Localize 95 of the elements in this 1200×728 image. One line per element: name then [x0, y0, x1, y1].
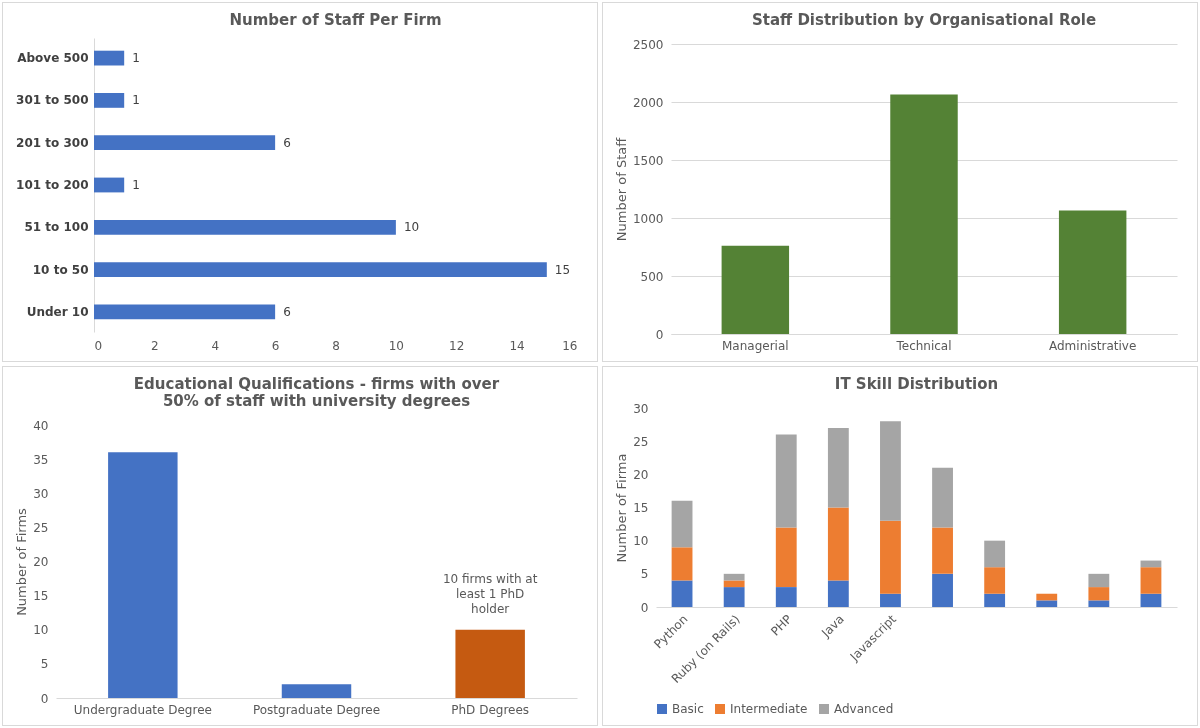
bar [1058, 210, 1127, 334]
bar [880, 421, 901, 521]
bar [984, 593, 1006, 607]
bar [775, 434, 797, 528]
y-tick-label: 0 [40, 691, 49, 706]
bar [932, 527, 953, 574]
data-label: 6 [283, 135, 291, 150]
x-tick-label: 16 [562, 338, 578, 353]
bar [1088, 573, 1110, 588]
bar [723, 573, 745, 581]
y-tick-label: 25 [633, 434, 649, 449]
bar [455, 629, 525, 698]
x-tick-label: 2 [151, 338, 159, 353]
x-tick-label: 8 [332, 338, 340, 353]
y-tick-label: 5 [640, 567, 649, 582]
x-tick-label: 14 [509, 338, 525, 353]
bar [671, 580, 693, 607]
data-label: 1 [132, 178, 140, 192]
bar [671, 547, 693, 581]
x-tick-label: 4 [211, 338, 220, 353]
y-tick-label: 15 [633, 501, 649, 515]
y-tick-label: Under 10 [26, 304, 89, 319]
bar [1036, 600, 1058, 607]
legend-label: Basic [672, 702, 704, 716]
data-label: 1 [132, 51, 140, 66]
y-tick-label: 2000 [632, 95, 664, 110]
y-tick-label: 1000 [632, 211, 664, 226]
data-label: 6 [283, 304, 291, 319]
bar [775, 527, 797, 588]
chart-title: Educational Qualifications - firms with over 50% of staff with university degrees [133, 375, 500, 410]
y-tick-label: 5 [40, 657, 49, 672]
bar [984, 567, 1006, 594]
bar [775, 587, 797, 607]
x-tick-label: Technical [895, 338, 952, 353]
x-tick-label: 10 [388, 338, 405, 353]
bar [1140, 567, 1162, 594]
x-tick-label: 12 [449, 338, 465, 353]
bar [1088, 587, 1110, 601]
x-tick-label: PhD Degrees [451, 702, 530, 717]
y-tick-label: 500 [640, 269, 664, 284]
x-tick-label: Administrative [1048, 338, 1137, 353]
bar [1088, 600, 1110, 607]
bar [1036, 593, 1058, 601]
data-label: 10 [403, 220, 420, 235]
bar [880, 520, 901, 594]
y-tick-label: 301 to 500 [16, 93, 89, 108]
chart-title: Number of Staff Per Firm [229, 11, 442, 29]
bar [108, 452, 178, 698]
bar [984, 540, 1006, 568]
y-tick-label: 15 [33, 589, 49, 604]
y-tick-label: 2500 [632, 37, 664, 52]
bar [1140, 593, 1162, 607]
y-tick-label: 30 [633, 401, 649, 416]
bar [827, 507, 849, 581]
y-tick-label: 10 to 50 [32, 262, 89, 277]
x-tick-label: Undergraduate Degree [73, 702, 212, 717]
bar [723, 587, 745, 607]
bar [723, 580, 745, 588]
bar [721, 245, 790, 334]
bar [880, 593, 901, 607]
y-tick-label: 10 [633, 534, 649, 549]
y-tick-label: 101 to 200 [16, 178, 89, 192]
y-axis-title: Number of Staff [613, 136, 629, 242]
y-tick-label: 20 [33, 555, 49, 569]
y-tick-label: 1500 [632, 153, 664, 168]
data-label: 15 [554, 262, 571, 277]
y-tick-label: 0 [655, 327, 664, 342]
bar [281, 684, 352, 698]
y-tick-label: 20 [633, 467, 649, 482]
y-tick-label: 51 to 100 [24, 220, 89, 235]
y-tick-label: 35 [33, 452, 49, 467]
chart-title: IT Skill Distribution [834, 375, 999, 393]
x-tick-label: 6 [271, 338, 280, 353]
legend-label: Advanced [834, 702, 894, 716]
y-tick-label: Above 500 [17, 51, 89, 66]
x-tick-label: Managerial [722, 338, 789, 353]
y-axis-title: Number of Firms [14, 507, 30, 616]
bar [671, 500, 693, 548]
chart-title: Staff Distribution by Organisational Role [751, 11, 1097, 29]
y-tick-label: 0 [640, 600, 649, 615]
y-tick-label: 30 [33, 486, 49, 501]
bar [932, 573, 953, 607]
y-tick-label: 25 [33, 520, 49, 535]
data-label: 1 [132, 93, 140, 108]
annotation: 10 firms with at least 1 PhD holder [442, 571, 538, 616]
legend-label: Intermediate [730, 702, 808, 716]
y-tick-label: 40 [33, 418, 49, 433]
x-tick-label: Postgraduate Degree [252, 702, 381, 717]
bar [827, 580, 849, 607]
x-tick-label: 0 [94, 338, 103, 353]
bar [827, 427, 849, 508]
y-axis-title: Number of Firma [614, 453, 630, 563]
bar [932, 467, 953, 528]
y-tick-label: 201 to 300 [16, 135, 89, 150]
bar [890, 94, 958, 334]
